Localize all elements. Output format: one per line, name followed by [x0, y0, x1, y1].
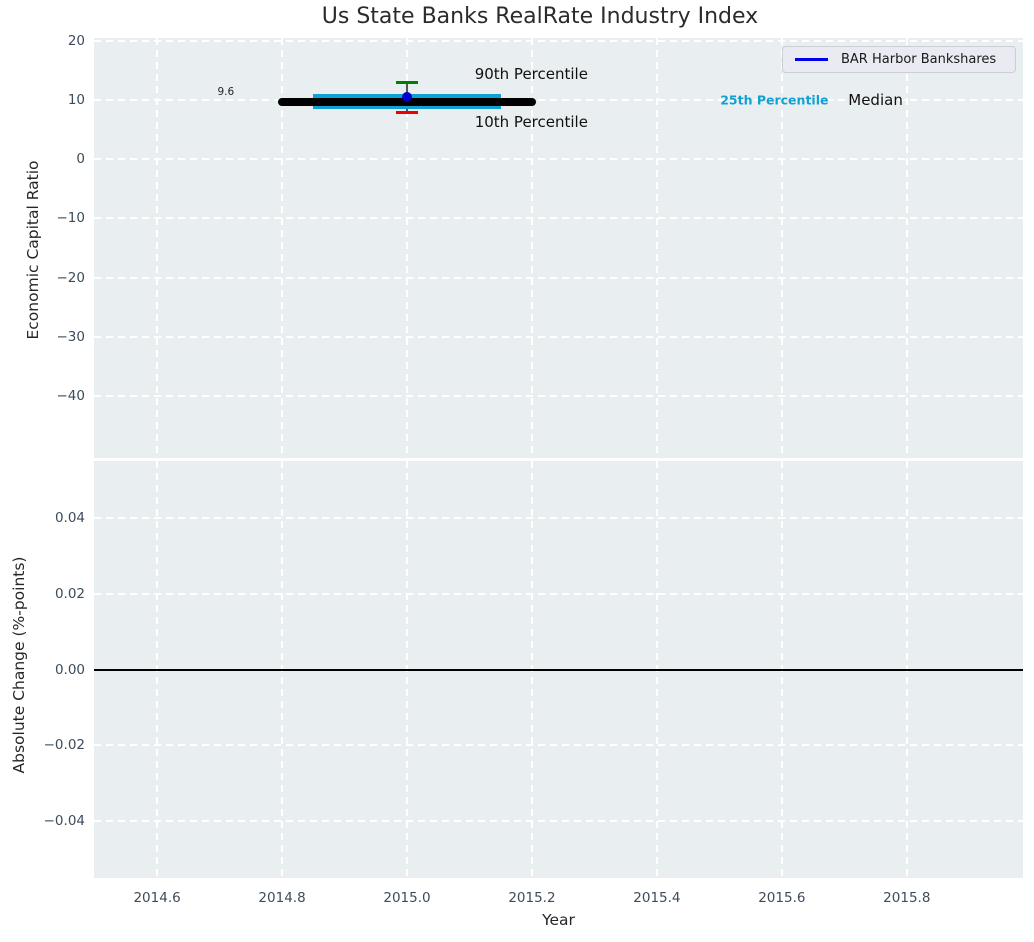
median-line [277, 98, 536, 107]
y-gridline [94, 39, 1023, 42]
y-gridline [94, 394, 1023, 397]
x-gridline [530, 38, 533, 458]
y-tick-label: −10 [56, 210, 86, 227]
annotation-text: Median [848, 90, 903, 109]
y-gridline [94, 820, 1023, 823]
y-gridline [94, 276, 1023, 279]
y-gridline [94, 744, 1023, 747]
y-tick-label: −0.04 [43, 813, 85, 830]
x-gridline [905, 38, 908, 458]
y-tick-label: 0.00 [54, 661, 85, 678]
p10-cap [396, 111, 418, 115]
y-tick-label: 0.04 [54, 509, 85, 526]
y-tick-label: −40 [56, 387, 86, 404]
x-gridline [281, 38, 284, 458]
y-tick-label: 20 [67, 32, 85, 49]
legend-line-sample-icon [795, 58, 828, 61]
x-tick-label: 2015.6 [758, 890, 806, 906]
x-axis-label: Year [542, 911, 575, 929]
legend: BAR Harbor Bankshares [782, 46, 1016, 73]
x-tick-label: 2014.6 [133, 890, 181, 906]
y-tick-label: −0.02 [43, 737, 85, 754]
x-gridline [156, 38, 159, 458]
x-tick-label: 2014.8 [258, 890, 306, 906]
y-tick-label: 0 [76, 151, 85, 168]
annotation-text: 25th Percentile [720, 92, 829, 108]
zero-line [94, 668, 1023, 671]
annotation-text: 10th Percentile [474, 113, 588, 131]
bottom-axes-plot-area [94, 461, 1023, 878]
annotation-text: 90th Percentile [474, 65, 588, 84]
x-gridline [405, 38, 408, 458]
chart-title: Us State Banks RealRate Industry Index [321, 4, 759, 29]
x-tick-label: 2015.2 [508, 890, 556, 906]
y-gridline [94, 217, 1023, 220]
y-gridline [94, 516, 1023, 519]
y-gridline [94, 592, 1023, 595]
x-tick-label: 2015.0 [383, 890, 431, 906]
y-tick-label: −20 [56, 269, 86, 286]
legend-series-label: BAR Harbor Bankshares [841, 52, 997, 67]
top-axes-plot-area: 9.6 90th Percentile 10th Percentile 25th Pe… [94, 38, 1023, 458]
y-gridline [94, 158, 1023, 161]
y-tick-label: 10 [67, 92, 85, 109]
y-tick-label: −30 [56, 328, 86, 345]
annotation-text: 9.6 [217, 86, 235, 99]
x-gridline [780, 38, 783, 458]
company-point [401, 91, 412, 102]
p90-cap [396, 81, 418, 85]
x-tick-label: 2015.4 [633, 890, 681, 906]
top-y-axis-label: Economic Capital Ratio [24, 160, 42, 340]
y-tick-label: 0.02 [54, 585, 85, 602]
y-gridline [94, 335, 1023, 338]
x-tick-label: 2015.8 [883, 890, 931, 906]
x-gridline [655, 38, 658, 458]
y-gridline [94, 99, 1023, 102]
